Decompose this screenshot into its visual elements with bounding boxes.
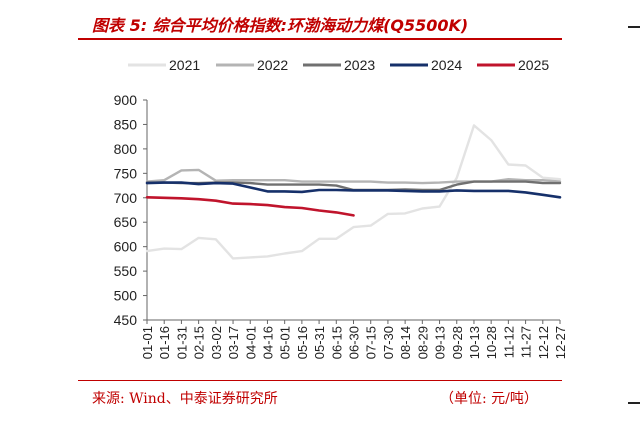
footer-rule	[78, 380, 562, 381]
x-tick-label: 01-01	[140, 326, 155, 359]
legend-label-2024: 2024	[431, 57, 462, 73]
title-underline	[78, 38, 562, 40]
y-tick-label: 550	[114, 263, 138, 279]
x-tick-label: 06-15	[329, 326, 344, 359]
x-tick-label: 01-31	[174, 326, 189, 359]
x-tick-label: 10-13	[467, 326, 482, 359]
y-tick-label: 600	[114, 239, 138, 255]
x-tick-label: 03-02	[209, 326, 224, 359]
x-tick-label: 12-12	[536, 326, 551, 359]
x-tick-label: 12-27	[553, 326, 568, 359]
legend-label-2025: 2025	[518, 57, 549, 73]
legend-label-2021: 2021	[169, 57, 200, 73]
series-line-2021	[145, 124, 562, 260]
y-axis: 450 500 550 600 650 700 750 800 850 900	[114, 92, 148, 328]
x-tick-label: 07-15	[364, 326, 379, 359]
adjacent-figure-edge	[628, 26, 640, 28]
legend: 2021 2022 2023 2024 2025	[128, 57, 549, 73]
x-tick-label: 09-28	[450, 326, 465, 359]
x-tick-label: 10-28	[484, 326, 499, 359]
series-lines	[145, 124, 562, 260]
x-tick-label: 04-16	[260, 326, 275, 359]
x-tick-label: 05-16	[295, 326, 310, 359]
y-tick-label: 850	[114, 116, 138, 132]
x-tick-label: 01-16	[157, 326, 172, 359]
y-tick-label: 900	[114, 92, 138, 108]
legend-label-2022: 2022	[257, 57, 288, 73]
x-tick-label: 09-13	[433, 326, 448, 359]
series-line-2024	[145, 181, 562, 199]
x-tick-label: 03-17	[226, 326, 241, 359]
x-tick-label: 08-29	[415, 326, 430, 359]
x-tick-label: 07-30	[381, 326, 396, 359]
unit-note: （单位: 元/吨）	[440, 391, 538, 407]
series-line-2025	[145, 196, 355, 217]
x-tick-label: 11-27	[519, 326, 534, 358]
source-note: 来源: Wind、中泰证券研究所	[92, 391, 278, 407]
y-tick-label: 450	[114, 312, 138, 328]
x-axis: 01-01 01-16 01-31 02-15 03-02 03-17 04-01 04-16…	[140, 319, 568, 359]
legend-label-2023: 2023	[344, 57, 375, 73]
y-tick-label: 650	[114, 214, 138, 230]
x-tick-label: 05-01	[278, 326, 293, 359]
title-bar: 图表 5: 综合平均价格指数:环渤海动力煤(Q5500K)	[78, 8, 562, 38]
y-tick-label: 700	[114, 190, 138, 206]
x-tick-label: 04-01	[243, 326, 258, 359]
x-tick-label: 06-30	[347, 326, 362, 359]
x-tick-label: 05-31	[312, 326, 327, 359]
x-tick-label: 02-15	[192, 326, 207, 359]
y-tick-label: 500	[114, 288, 138, 304]
y-tick-label: 800	[114, 141, 138, 157]
y-tick-label: 750	[114, 165, 138, 181]
x-tick-label: 08-14	[398, 326, 413, 359]
x-tick-label: 11-12	[501, 326, 516, 358]
chart-title: 图表 5: 综合平均价格指数:环渤海动力煤(Q5500K)	[92, 16, 469, 35]
adjacent-figure-edge-bottom	[628, 402, 640, 404]
